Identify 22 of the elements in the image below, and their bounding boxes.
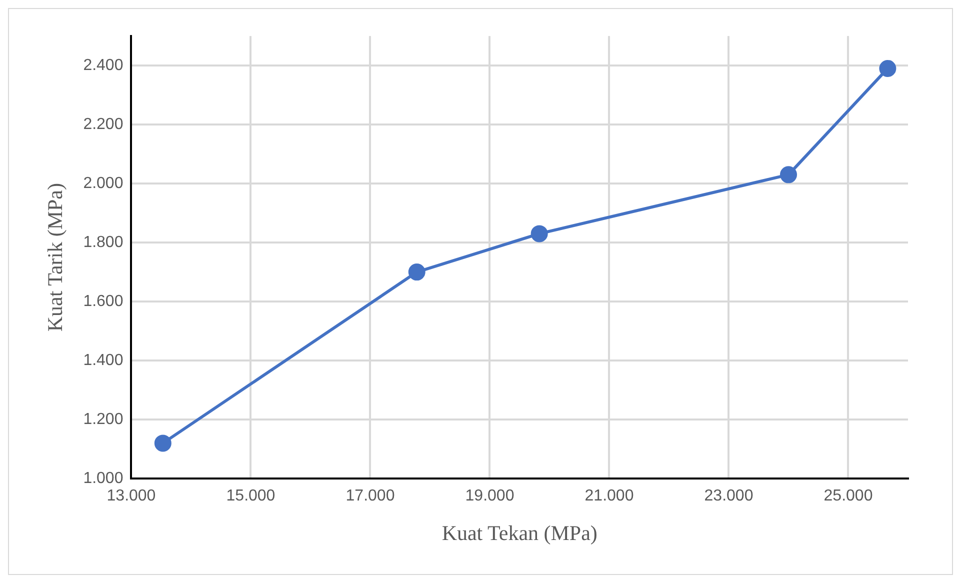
x-tick-label: 19.000 bbox=[465, 488, 514, 505]
y-tick-label: 2.000 bbox=[83, 174, 124, 192]
point bbox=[879, 60, 896, 77]
point bbox=[154, 434, 172, 452]
y-tick-label: 1.600 bbox=[83, 292, 124, 310]
point bbox=[408, 264, 426, 281]
x-tick-label: 23.000 bbox=[704, 488, 754, 505]
x-tick-label: 25.000 bbox=[824, 488, 873, 505]
y-tick-label: 2.400 bbox=[83, 56, 124, 74]
x-tick-label: 13.000 bbox=[106, 488, 156, 505]
y-tick-label: 2.200 bbox=[83, 116, 124, 133]
y-tick-label: 1.000 bbox=[83, 470, 124, 488]
x-axis-title: Kuat Tekan (MPa) bbox=[442, 520, 598, 545]
x-tick-label: 21.000 bbox=[584, 488, 634, 505]
x-tick-label: 17.000 bbox=[346, 488, 395, 505]
y-tick-label: 1.800 bbox=[83, 234, 124, 251]
y-tick-label: 1.200 bbox=[83, 410, 124, 428]
point bbox=[780, 166, 797, 184]
y-tick-label: 1.400 bbox=[83, 352, 124, 369]
x-tick-label: 15.000 bbox=[226, 488, 276, 505]
y-axis-title: Kuat Tarik (MPa) bbox=[43, 182, 68, 332]
point bbox=[530, 225, 548, 242]
